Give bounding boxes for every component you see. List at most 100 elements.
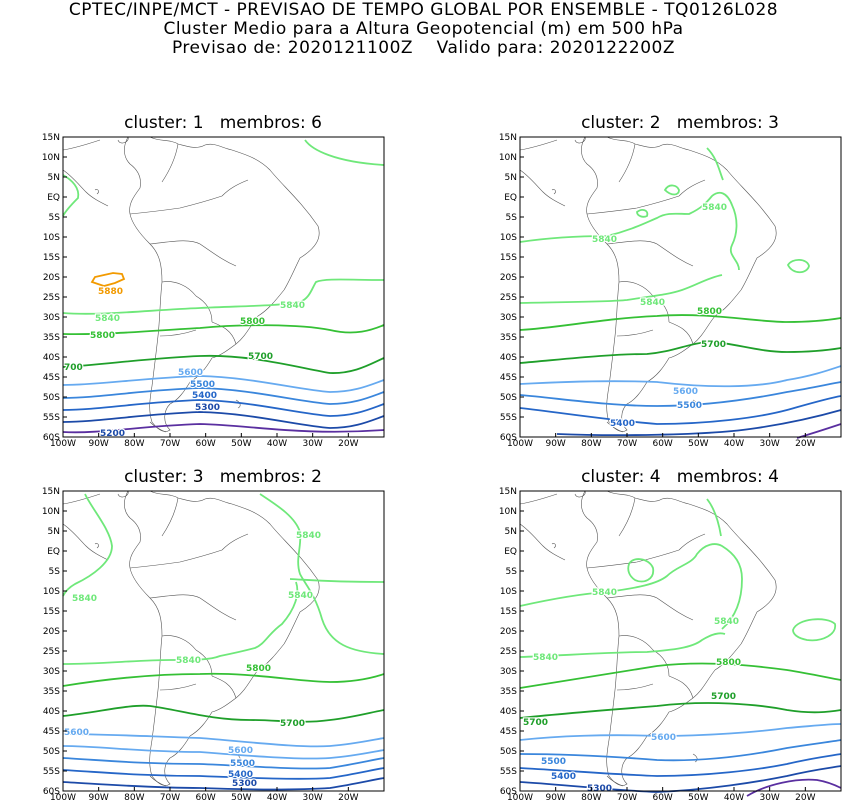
contour-label: 5500: [541, 757, 566, 767]
contour-line: [519, 314, 842, 331]
lat-tick-label: 5N: [48, 173, 60, 183]
contour-labels: 5880 5840 5840 5800 5800 5700 700 5600 5…: [63, 286, 306, 440]
contour-label: 5800: [716, 658, 741, 668]
coastline-path: [117, 136, 320, 432]
lat-tick-label: 10N: [42, 507, 60, 517]
lon-tick-label: 70W: [160, 439, 180, 449]
coastline-path: [94, 543, 241, 787]
contour-line: [259, 493, 385, 655]
lat-tick-label: 25S: [43, 293, 60, 303]
contour-line: [706, 147, 724, 181]
contour-line: [62, 493, 113, 597]
coastline: [62, 136, 320, 433]
lat-tick-label: 5S: [49, 213, 61, 223]
contour-label: 5600: [64, 728, 89, 738]
lon-tick-label: 50W: [231, 439, 251, 449]
lon-tick-label: 90W: [545, 439, 565, 449]
contour-label: 5400: [610, 419, 635, 429]
lon-tick-label: 90W: [88, 793, 108, 803]
contour-label: 5840: [280, 301, 305, 311]
lat-tick-label: 40S: [43, 707, 60, 717]
lon-tick-label: 100W: [50, 793, 76, 803]
contour-label: 5840: [533, 653, 558, 663]
lat-tick-label: 40S: [500, 353, 517, 363]
lat-tick-label: 50S: [43, 747, 60, 757]
contour-line: [62, 777, 385, 791]
lat-tick-label: 45S: [500, 727, 517, 737]
lat-tick-label: 50S: [43, 393, 60, 403]
contour-line: [62, 733, 385, 748]
contour-line: [62, 324, 385, 336]
coastline-path: [62, 493, 109, 561]
coastline-path: [129, 497, 249, 569]
contour-line: [62, 757, 385, 770]
contour-line: [519, 191, 740, 271]
lon-tick-label: 90W: [88, 439, 108, 449]
map-frame: [62, 490, 385, 792]
lat-tick-label: 40S: [500, 707, 517, 717]
lat-tick-label: 25S: [43, 647, 60, 657]
lon-tick-label: 50W: [688, 793, 708, 803]
map-panel-cluster-1: 5880 5840 5840 5800 5800 5700 700 5600 5…: [42, 133, 385, 449]
contour-line: [792, 618, 836, 642]
lat-tick-label: 50S: [500, 393, 517, 403]
contour-line: [62, 399, 385, 417]
lon-tick-label: 30W: [759, 793, 779, 803]
lon-tick-label: 60W: [195, 439, 215, 449]
contour-label: 5840: [592, 235, 617, 245]
lat-tick-label: 15S: [500, 253, 517, 263]
lat-tick-label: 5N: [48, 527, 60, 537]
contour-labels: 5840 5840 5840 5800 5700 5700 5600 5500 …: [522, 587, 742, 795]
contour-label: 5500: [677, 401, 702, 411]
contour-label: 5300: [195, 403, 220, 413]
lat-tick-label: 10S: [500, 233, 517, 243]
contour-label: 5700: [711, 692, 736, 702]
contour-line: [663, 184, 680, 196]
contour-line: [62, 174, 80, 217]
coastline-path: [606, 594, 694, 699]
contour-label: 5400: [228, 770, 253, 780]
contour-line: [627, 558, 655, 583]
lat-tick-label: 15S: [43, 253, 60, 263]
lat-tick-label: 35S: [43, 333, 60, 343]
axes: 15N10N5NEQ5S10S15S20S25S30S35S40S45S50S5…: [499, 133, 842, 449]
coastline-path: [586, 143, 706, 215]
lat-tick-label: 15N: [499, 133, 517, 143]
lat-tick-label: 20S: [43, 627, 60, 637]
contour-line: [519, 662, 842, 689]
contour-line: [519, 723, 842, 741]
lat-tick-label: 5S: [49, 567, 61, 577]
contours: [519, 147, 842, 439]
contour-label: 5400: [192, 391, 217, 401]
lat-tick-label: 20S: [500, 627, 517, 637]
contour-label: 5840: [296, 531, 321, 541]
contour-label: 5500: [190, 380, 215, 390]
axes: 15N10N5NEQ5S10S15S20S25S30S35S40S45S50S5…: [42, 487, 385, 803]
lat-tick-label: 15N: [42, 487, 60, 497]
lat-tick-label: 35S: [500, 687, 517, 697]
coastline-path: [519, 139, 566, 207]
lat-tick-label: 5S: [506, 213, 518, 223]
contour-line: [62, 375, 385, 393]
lat-tick-label: 5S: [506, 567, 518, 577]
contour-line: [62, 354, 385, 374]
coastline-path: [94, 189, 241, 433]
contour-line: [556, 409, 842, 437]
contour-label: 5800: [90, 331, 115, 341]
lat-tick-label: 55S: [43, 767, 60, 777]
contour-label: 5800: [697, 307, 722, 317]
coastline: [519, 136, 777, 433]
coastline-path: [62, 139, 109, 207]
lat-tick-label: 15S: [43, 607, 60, 617]
contour-line: [62, 411, 385, 429]
contour-line: [636, 209, 649, 218]
lat-tick-label: 15S: [500, 607, 517, 617]
lat-tick-label: 60S: [500, 433, 517, 443]
lat-tick-label: 10N: [499, 153, 517, 163]
contour-label: 5840: [640, 298, 665, 308]
lat-tick-label: 5N: [505, 173, 517, 183]
coastline-path: [551, 543, 698, 787]
contour-line: [62, 423, 385, 434]
contour-label: 5840: [592, 588, 617, 598]
axes: 15N10N5NEQ5S10S15S20S25S30S35S40S45S50S5…: [499, 487, 842, 803]
